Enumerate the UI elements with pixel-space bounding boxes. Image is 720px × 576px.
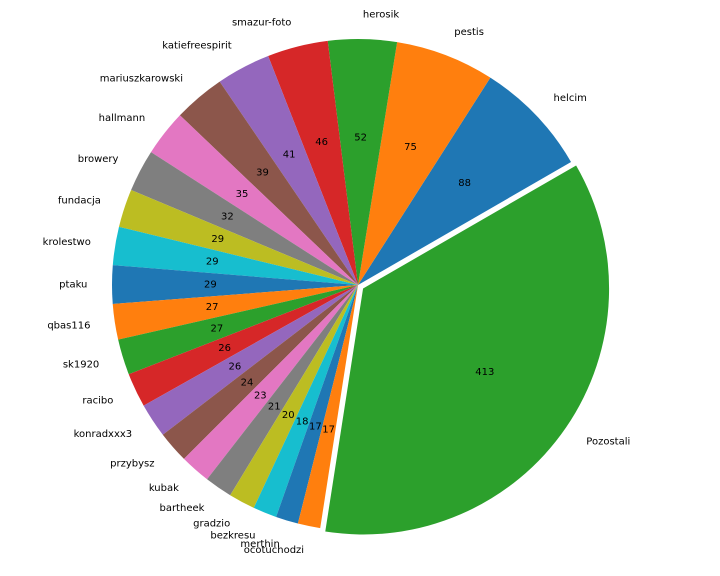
pie-slice <box>327 38 398 285</box>
value-label: 39 <box>256 167 269 178</box>
pie-slice <box>297 285 358 529</box>
value-label: 52 <box>354 132 367 143</box>
value-label: 29 <box>204 280 217 291</box>
pie-slice <box>358 42 491 285</box>
pie-slice <box>118 285 358 375</box>
slice-label: sk1920 <box>63 359 99 370</box>
value-label: 17 <box>309 421 322 432</box>
pie-slice <box>219 55 358 285</box>
pie-slice <box>112 265 358 304</box>
pie-slice <box>179 81 358 285</box>
value-label: 75 <box>404 142 417 153</box>
value-label: 27 <box>206 302 219 313</box>
value-label: 32 <box>221 211 234 222</box>
pie-slice <box>112 226 358 285</box>
slice-label: qbas116 <box>47 321 90 332</box>
pie-slice <box>253 285 358 517</box>
slice-label: konradxxx3 <box>74 429 133 440</box>
slice-label: gradzio <box>193 519 230 530</box>
slice-label: bezkresu <box>210 530 255 541</box>
value-label: 17 <box>322 425 335 436</box>
slice-label: smazur-foto <box>232 18 291 29</box>
value-label: 26 <box>218 343 231 354</box>
value-label: 88 <box>458 178 471 189</box>
pie-slice <box>230 285 358 508</box>
pie-slice <box>150 115 358 285</box>
value-label: 29 <box>206 257 219 268</box>
slice-label: ptaku <box>59 280 87 291</box>
slice-label: fundacja <box>58 195 101 206</box>
value-label: 23 <box>254 391 267 402</box>
value-label: 26 <box>228 361 241 372</box>
pie-slice <box>143 285 358 435</box>
value-label: 413 <box>475 367 494 378</box>
pie-slice <box>112 285 358 340</box>
slice-label: przybysz <box>110 458 154 469</box>
slice-label: pestis <box>454 27 484 38</box>
slice-label: browery <box>78 154 119 165</box>
pie-slice <box>118 189 358 285</box>
slice-label: bartheek <box>159 503 204 514</box>
value-label: 18 <box>296 417 309 428</box>
value-label: 21 <box>268 402 281 413</box>
pie-slice <box>162 285 358 459</box>
slice-label: krolestwo <box>43 237 91 248</box>
slice-label: hallmann <box>99 113 146 124</box>
pie-slice <box>325 165 610 535</box>
pie-slice <box>276 285 358 524</box>
pie-slice <box>183 285 358 480</box>
slice-label: kubak <box>149 483 179 494</box>
value-label: 41 <box>283 149 296 160</box>
slice-label: herosik <box>363 9 399 20</box>
slice-label: ocotuchodzi <box>244 545 304 556</box>
slice-label: helcim <box>554 93 587 104</box>
value-label: 29 <box>211 234 224 245</box>
pie-slice <box>128 285 358 406</box>
slice-label: merthin <box>240 539 279 550</box>
slice-label: katiefreespirit <box>162 41 232 52</box>
value-label: 20 <box>282 410 295 421</box>
pie-slice <box>131 152 358 285</box>
value-label: 46 <box>315 137 328 148</box>
slice-label: mariuszkarowski <box>100 74 183 85</box>
value-label: 35 <box>236 189 249 200</box>
slice-label: Pozostali <box>586 436 630 447</box>
value-label: 27 <box>211 323 224 334</box>
pie-slice <box>268 40 358 285</box>
value-label: 24 <box>241 377 254 388</box>
pie-slice <box>358 77 572 285</box>
pie-slice <box>207 285 358 496</box>
slice-label: racibo <box>82 396 113 407</box>
